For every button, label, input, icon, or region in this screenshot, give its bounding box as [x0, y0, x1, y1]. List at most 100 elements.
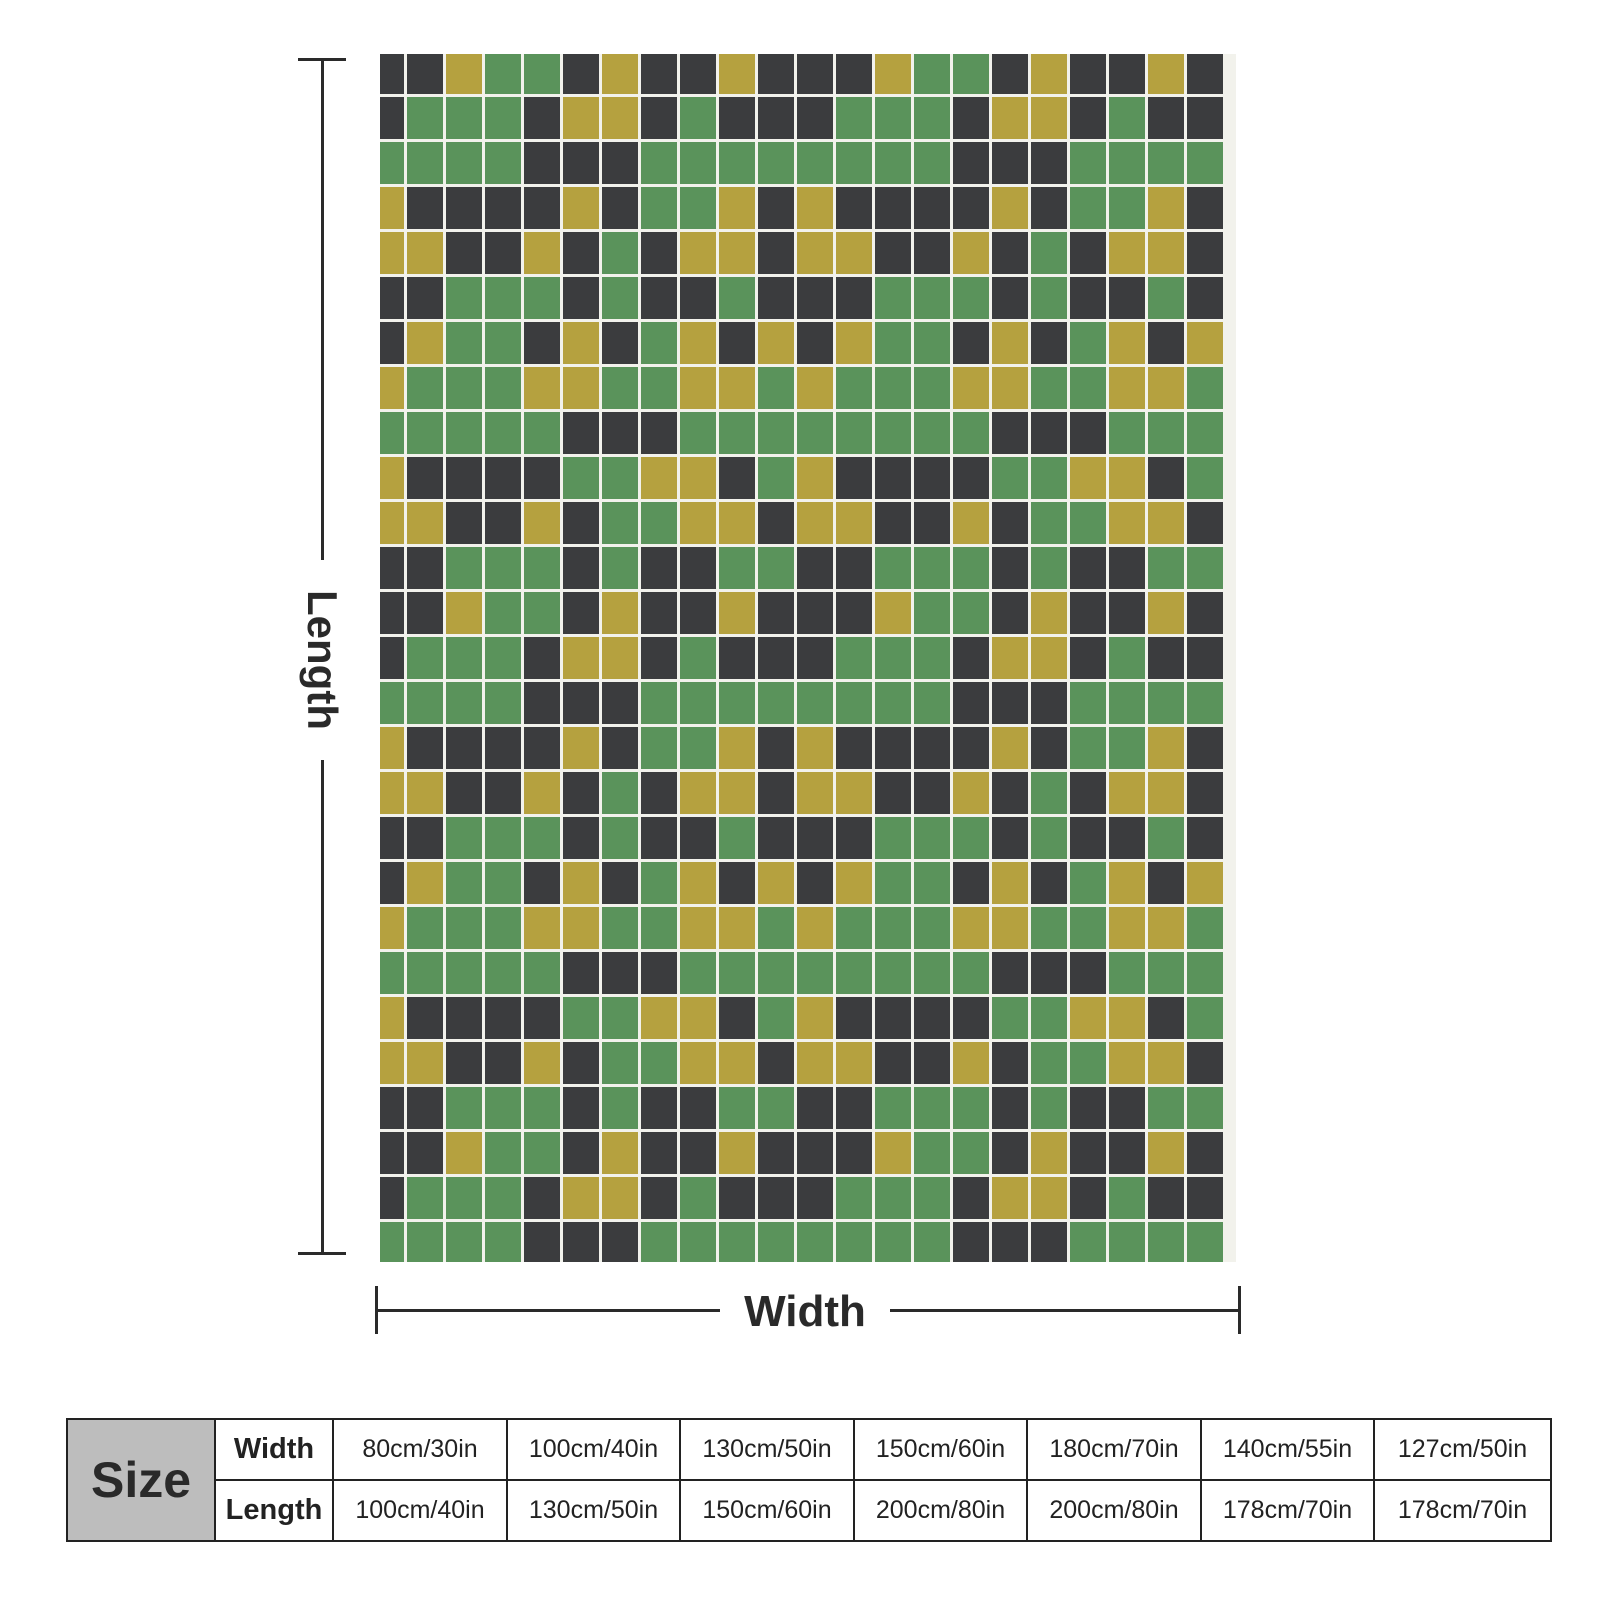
mosaic-tile [797, 277, 833, 319]
mosaic-tile [836, 907, 872, 949]
mosaic-tile [953, 1087, 989, 1129]
mosaic-tile [953, 457, 989, 499]
mosaic-tile [836, 547, 872, 589]
mosaic-tile [407, 232, 443, 274]
mosaic-tile [563, 772, 599, 814]
mosaic-tile [1031, 412, 1067, 454]
mosaic-tile [797, 997, 833, 1039]
mosaic-tile [758, 1132, 794, 1174]
mosaic-tile [407, 997, 443, 1039]
mosaic-tile [1070, 232, 1106, 274]
mosaic-tile [1109, 187, 1145, 229]
mosaic-tile [680, 277, 716, 319]
mosaic-tile [380, 862, 404, 904]
mosaic-tile [407, 1222, 443, 1262]
mosaic-tile [641, 727, 677, 769]
mosaic-tile [875, 772, 911, 814]
mosaic-tile [992, 592, 1028, 634]
mosaic-tile [1031, 997, 1067, 1039]
mosaic-tile [602, 727, 638, 769]
mosaic-tile [797, 727, 833, 769]
mosaic-tile [1109, 1132, 1145, 1174]
mosaic-tile [953, 1132, 989, 1174]
length-label: Length [299, 590, 346, 730]
mosaic-tile [1109, 142, 1145, 184]
mosaic-tile [992, 187, 1028, 229]
mosaic-tile [485, 412, 521, 454]
mosaic-tile [914, 187, 950, 229]
mosaic-tile [797, 457, 833, 499]
mosaic-tile [1031, 862, 1067, 904]
mosaic-tile [407, 952, 443, 994]
mosaic-tile [524, 1177, 560, 1219]
mosaic-tile [836, 277, 872, 319]
mosaic-tile [641, 1042, 677, 1084]
mosaic-tile [446, 502, 482, 544]
mosaic-tile [719, 54, 755, 94]
mosaic-tile [1109, 997, 1145, 1039]
mosaic-tile [836, 322, 872, 364]
mosaic-tile [1148, 322, 1184, 364]
mosaic-tile [797, 682, 833, 724]
mosaic-tile [758, 637, 794, 679]
mosaic-tile [446, 727, 482, 769]
mosaic-tile [380, 142, 404, 184]
mosaic-tile [563, 412, 599, 454]
mosaic-tile [680, 412, 716, 454]
mosaic-tile [485, 142, 521, 184]
mosaic-tile [914, 322, 950, 364]
width-value: 80cm/30in [332, 1418, 508, 1481]
length-value: 178cm/70in [1373, 1479, 1552, 1542]
mosaic-tile [680, 997, 716, 1039]
mosaic-tile [563, 54, 599, 94]
mosaic-tile [380, 817, 404, 859]
mosaic-tile [641, 54, 677, 94]
row-label-width: Width [214, 1418, 334, 1481]
mosaic-tile [407, 1042, 443, 1084]
mosaic-tile [485, 907, 521, 949]
mosaic-tile [563, 592, 599, 634]
mosaic-tile [953, 1042, 989, 1084]
mosaic-tile [1031, 772, 1067, 814]
mosaic-tile [1109, 1177, 1145, 1219]
mosaic-tile [485, 997, 521, 1039]
mosaic-tile [485, 547, 521, 589]
mosaic-tile [992, 232, 1028, 274]
mosaic-tile [1070, 547, 1106, 589]
mosaic-tile [680, 187, 716, 229]
mosaic-tile [563, 1042, 599, 1084]
mosaic-tile [797, 772, 833, 814]
mosaic-tile [719, 772, 755, 814]
mosaic-tile [1187, 187, 1223, 229]
mosaic-tile [380, 952, 404, 994]
mosaic-tile [875, 817, 911, 859]
mosaic-tile [797, 367, 833, 409]
mosaic-tile [758, 322, 794, 364]
length-value: 200cm/80in [853, 1479, 1028, 1542]
mosaic-tile [563, 1132, 599, 1174]
mosaic-tile [641, 502, 677, 544]
mosaic-tile [1031, 232, 1067, 274]
mosaic-tile [875, 592, 911, 634]
mosaic-tile [953, 727, 989, 769]
mosaic-tile [602, 682, 638, 724]
mosaic-tile [719, 1222, 755, 1262]
mosaic-tile [524, 1087, 560, 1129]
mosaic-tile [563, 142, 599, 184]
mosaic-tile [407, 772, 443, 814]
mosaic-tile [407, 1132, 443, 1174]
mosaic-tile [1187, 502, 1223, 544]
mosaic-tile [680, 682, 716, 724]
mosaic-tile [563, 502, 599, 544]
mosaic-tile [641, 952, 677, 994]
mosaic-tile [953, 1222, 989, 1262]
mosaic-tile [446, 1087, 482, 1129]
mosaic-tile [1070, 277, 1106, 319]
mosaic-tile [914, 727, 950, 769]
mosaic-tile [875, 457, 911, 499]
mosaic-tile [1148, 1042, 1184, 1084]
mosaic-tile [992, 142, 1028, 184]
mosaic-tile [1109, 232, 1145, 274]
mosaic-tile [719, 187, 755, 229]
mosaic-tile [1070, 772, 1106, 814]
